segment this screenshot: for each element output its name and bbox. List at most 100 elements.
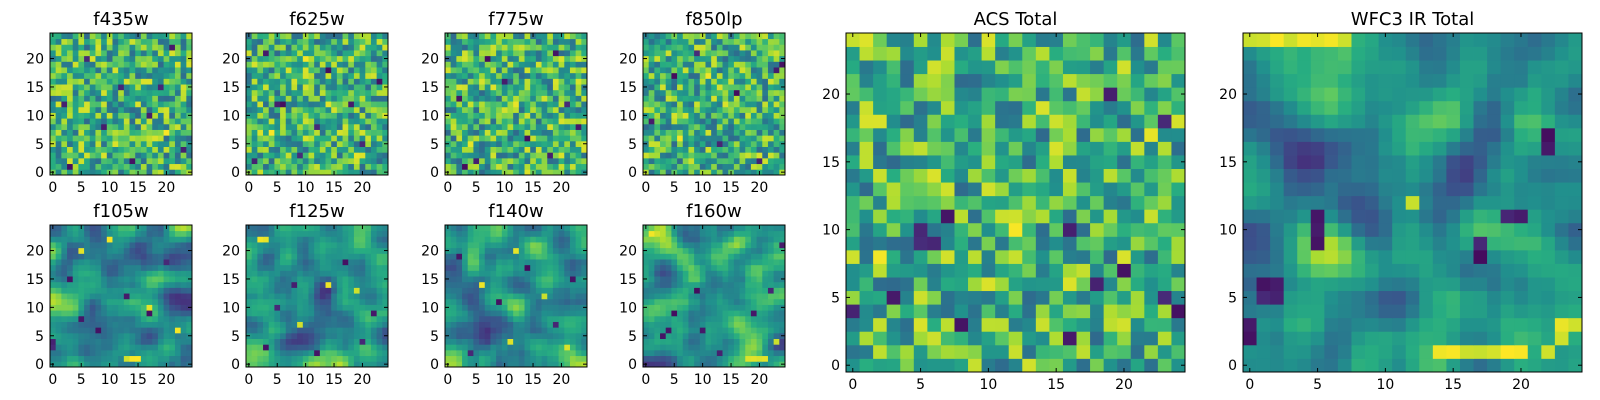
heatmap-cell — [728, 349, 735, 357]
heatmap-cell — [163, 247, 170, 254]
heatmap-cell — [762, 293, 769, 300]
heatmap-cell — [682, 338, 689, 345]
heatmap-cell — [654, 355, 661, 362]
heatmap-cell — [157, 281, 164, 288]
heatmap-cell — [348, 72, 355, 79]
heatmap-cell — [694, 146, 701, 153]
heatmap-cell — [118, 276, 125, 283]
heatmap-cell — [180, 276, 187, 283]
heatmap-cell — [257, 225, 264, 232]
heatmap-cell — [541, 230, 548, 237]
heatmap-cell — [163, 310, 170, 317]
heatmap-cell — [445, 327, 452, 334]
heatmap-cell — [180, 338, 187, 345]
heatmap-cell — [501, 84, 508, 91]
heatmap-cell — [569, 101, 577, 108]
heatmap-cell — [496, 236, 503, 243]
heatmap-cell — [694, 55, 701, 62]
heatmap-cell — [733, 55, 740, 62]
heatmap-cell — [186, 338, 193, 345]
heatmap-cell — [507, 304, 514, 311]
y-tick-label: 5 — [35, 137, 44, 153]
heatmap-cell — [325, 361, 332, 368]
heatmap-cell — [61, 225, 68, 232]
heatmap-cell — [319, 135, 326, 142]
heatmap-cell — [336, 78, 343, 85]
heatmap-cell — [677, 78, 684, 85]
heatmap-cell — [268, 293, 275, 300]
heatmap-cell — [535, 304, 542, 311]
heatmap-cell — [50, 118, 57, 125]
heatmap-cell — [462, 327, 469, 334]
heatmap-cell — [174, 146, 182, 153]
heatmap-cell — [61, 146, 68, 153]
x-tick-label: 5 — [77, 372, 86, 388]
heatmap-cell — [55, 327, 62, 334]
heatmap-cell — [569, 259, 577, 266]
heatmap-cell — [67, 163, 74, 170]
heatmap-cell — [490, 33, 497, 40]
heatmap-cell — [524, 118, 531, 125]
heatmap-cell — [285, 276, 292, 283]
heatmap-cell — [251, 230, 258, 237]
heatmap-cell — [84, 55, 91, 62]
heatmap-cell — [762, 157, 769, 165]
heatmap-cell — [297, 332, 304, 339]
heatmap-cell — [467, 67, 474, 74]
panel-title: f775w — [488, 9, 543, 30]
heatmap-cell — [302, 315, 309, 322]
heatmap-cell — [445, 89, 452, 96]
heatmap-cell — [677, 152, 684, 159]
heatmap-cell — [302, 112, 309, 119]
heatmap-cell — [535, 84, 542, 91]
heatmap-cell — [756, 281, 763, 288]
heatmap-cell — [112, 55, 119, 62]
heatmap-cell — [575, 327, 582, 334]
heatmap-cell — [665, 287, 672, 294]
heatmap-cell — [581, 123, 588, 130]
heatmap-cell — [174, 44, 182, 51]
heatmap-cell — [280, 95, 287, 102]
heatmap-cell — [665, 72, 672, 79]
heatmap-cell — [129, 332, 136, 339]
heatmap-cell — [660, 123, 667, 130]
heatmap-cell — [353, 67, 360, 74]
heatmap-cell — [308, 101, 315, 108]
heatmap-cell — [336, 84, 343, 91]
heatmap-cell — [677, 332, 684, 339]
heatmap-cell — [319, 89, 326, 96]
heatmap-cell — [257, 236, 264, 243]
heatmap-cell — [745, 338, 752, 345]
heatmap-cell — [365, 152, 372, 159]
heatmap-cell — [677, 327, 684, 334]
heatmap-cell — [558, 259, 565, 266]
heatmap-cell — [157, 152, 164, 159]
heatmap-cell — [462, 112, 469, 119]
heatmap-cell — [55, 72, 62, 79]
heatmap-cell — [246, 50, 253, 57]
heatmap-cell — [348, 315, 355, 322]
heatmap-cell — [552, 135, 559, 142]
heatmap-cell — [55, 315, 62, 322]
heatmap-cell — [581, 89, 588, 96]
heatmap-cell — [251, 281, 258, 288]
heatmap-cell — [123, 327, 130, 334]
heatmap-cell — [342, 106, 349, 113]
heatmap-cell — [186, 293, 193, 300]
heatmap-cell — [308, 293, 315, 300]
heatmap-cell — [308, 287, 315, 294]
heatmap-cell — [682, 72, 689, 79]
heatmap-cell — [246, 89, 253, 96]
heatmap-cell — [251, 270, 258, 277]
heatmap-cell — [762, 332, 769, 339]
heatmap-cell — [285, 118, 292, 125]
heatmap-cell — [268, 101, 275, 108]
heatmap-cell — [660, 38, 667, 45]
heatmap-cell — [558, 118, 565, 125]
heatmap-cell — [319, 123, 326, 130]
heatmap-cell — [524, 95, 531, 102]
heatmap-cell — [750, 118, 757, 125]
heatmap-cell — [479, 78, 486, 85]
heatmap-cell — [501, 247, 508, 254]
heatmap-cell — [467, 315, 474, 322]
